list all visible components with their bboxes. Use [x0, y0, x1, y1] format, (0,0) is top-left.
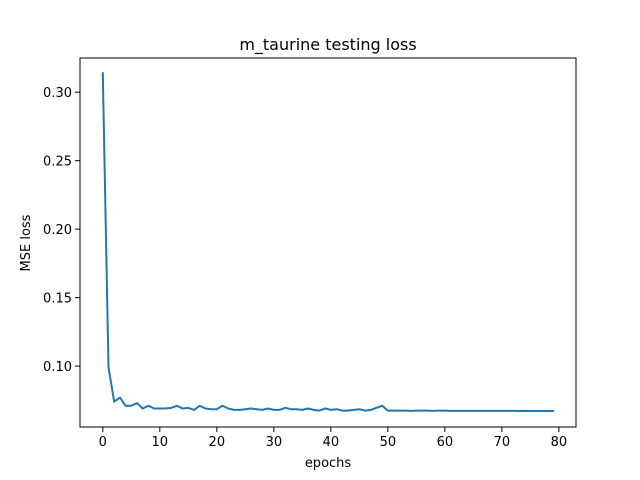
x-tick-label: 80 — [551, 435, 568, 450]
x-tick-label: 20 — [209, 435, 226, 450]
x-tick-label: 0 — [99, 435, 107, 450]
x-axis: 0 10 20 30 40 50 60 70 80 — [99, 427, 568, 450]
plot-area — [101, 72, 555, 412]
x-tick-label: 50 — [380, 435, 397, 450]
x-tick-label: 60 — [437, 435, 454, 450]
y-tick-label: 0.10 — [43, 360, 72, 375]
x-tick-label: 10 — [152, 435, 169, 450]
y-axis: 0.10 0.15 0.20 0.25 0.30 — [43, 86, 80, 375]
x-tick-label: 30 — [266, 435, 283, 450]
y-tick-label: 0.30 — [43, 86, 72, 101]
y-tick-label: 0.20 — [43, 223, 72, 238]
x-tick-label: 70 — [494, 435, 511, 450]
chart-title: m_taurine testing loss — [239, 35, 416, 55]
x-tick-label: 40 — [323, 435, 340, 450]
x-axis-label: epochs — [305, 456, 352, 471]
plot-frame — [79, 57, 577, 428]
series-line — [101, 72, 555, 412]
y-axis-label: MSE loss — [19, 214, 34, 271]
y-tick-label: 0.25 — [43, 155, 72, 170]
y-tick-label: 0.15 — [43, 292, 72, 307]
